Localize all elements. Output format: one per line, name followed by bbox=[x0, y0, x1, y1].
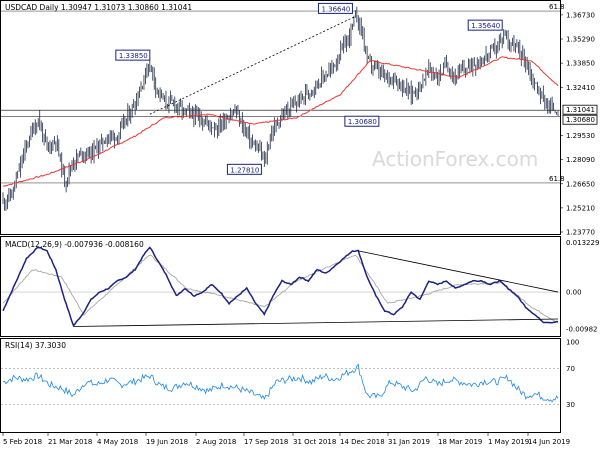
annotation-box bbox=[344, 115, 380, 127]
annotation-box bbox=[226, 163, 262, 175]
price-title: USDCAD Daily 1.30947 1.31073 1.30860 1.3… bbox=[5, 3, 192, 12]
price-tick-label: 1.28090 bbox=[566, 156, 595, 164]
date-tick-label: 31 Oct 2018 bbox=[293, 438, 336, 446]
price-tick-label: 1.32410 bbox=[566, 84, 595, 92]
rsi-tick-label: 70 bbox=[566, 365, 575, 373]
date-tick-label: 17 Sep 2018 bbox=[244, 438, 288, 446]
macd-title: MACD(12,26,9) -0.007936 -0.008160 bbox=[5, 240, 144, 249]
watermark: ActionForex.com bbox=[372, 147, 538, 171]
ema-line bbox=[2, 56, 559, 187]
date-tick-label: 5 Feb 2018 bbox=[3, 438, 42, 446]
macd-trendline bbox=[73, 318, 559, 327]
date-tick-label: 4 May 2018 bbox=[97, 438, 138, 446]
last-price-box bbox=[562, 114, 598, 125]
price-layer: 61.8 61.8 1.36640 1.35640 1.33850 1.30680 1.27… bbox=[1, 2, 598, 237]
date-tick-label: 18 Mar 2019 bbox=[438, 438, 482, 446]
date-tick-label: 19 Jun 2018 bbox=[146, 438, 188, 446]
axis-layer: 5 Feb 2018 21 Mar 2018 4 May 2018 19 Jun 20… bbox=[2, 433, 570, 446]
annotation-box bbox=[115, 49, 151, 61]
macd-line bbox=[2, 246, 559, 328]
macd-layer: 0.013229 0.00 -0.00982 bbox=[1, 239, 599, 333]
last-price-label: 1.31041 bbox=[566, 106, 595, 114]
annotation-label: 1.35640 bbox=[471, 22, 500, 30]
price-tick-label: 1.33850 bbox=[566, 60, 595, 68]
rsi-title: RSI(14) 37.3030 bbox=[5, 341, 66, 350]
rsi-tick-label: 100 bbox=[566, 339, 579, 347]
macd-tick-label: 0.013229 bbox=[566, 239, 599, 247]
macd-tick-label: -0.00982 bbox=[566, 325, 597, 333]
price-tick-label: 1.35290 bbox=[566, 36, 595, 44]
date-tick-label: 14 Jun 2019 bbox=[528, 438, 570, 446]
annotation-box bbox=[317, 2, 353, 14]
annotation-label: 1.27810 bbox=[230, 166, 259, 174]
price-tick-label: 1.23770 bbox=[566, 229, 595, 237]
last-price-label: 1.30680 bbox=[566, 116, 595, 124]
date-tick-label: 14 Dec 2018 bbox=[340, 438, 385, 446]
price-trendline bbox=[149, 16, 356, 115]
date-tick-label: 31 Jan 2019 bbox=[388, 438, 430, 446]
macd-tick-label: 0.00 bbox=[566, 289, 582, 297]
annotation-box bbox=[467, 19, 503, 31]
fib-label: 61.8 bbox=[549, 175, 565, 183]
price-tick-label: 1.26650 bbox=[566, 180, 595, 188]
rsi-tick-label: 30 bbox=[566, 401, 575, 409]
rsi-line bbox=[2, 363, 559, 403]
price-tick-label: 1.36730 bbox=[566, 11, 595, 19]
fib-label: 61.8 bbox=[549, 3, 565, 11]
annotation-label: 1.36640 bbox=[321, 5, 350, 13]
price-tick-label: 1.29530 bbox=[566, 132, 595, 140]
date-tick-label: 2 Aug 2018 bbox=[196, 438, 236, 446]
macd-panel-frame bbox=[0, 236, 561, 337]
annotation-label: 1.30680 bbox=[348, 118, 377, 126]
date-tick-label: 21 Mar 2018 bbox=[48, 438, 92, 446]
rsi-layer: 100 70 30 bbox=[1, 339, 579, 409]
price-tick-label: 1.25210 bbox=[566, 204, 595, 212]
annotation-label: 1.33850 bbox=[119, 52, 148, 60]
date-tick-label: 1 May 2019 bbox=[488, 438, 529, 446]
last-price-box bbox=[562, 104, 598, 115]
macd-trendline bbox=[358, 250, 559, 293]
